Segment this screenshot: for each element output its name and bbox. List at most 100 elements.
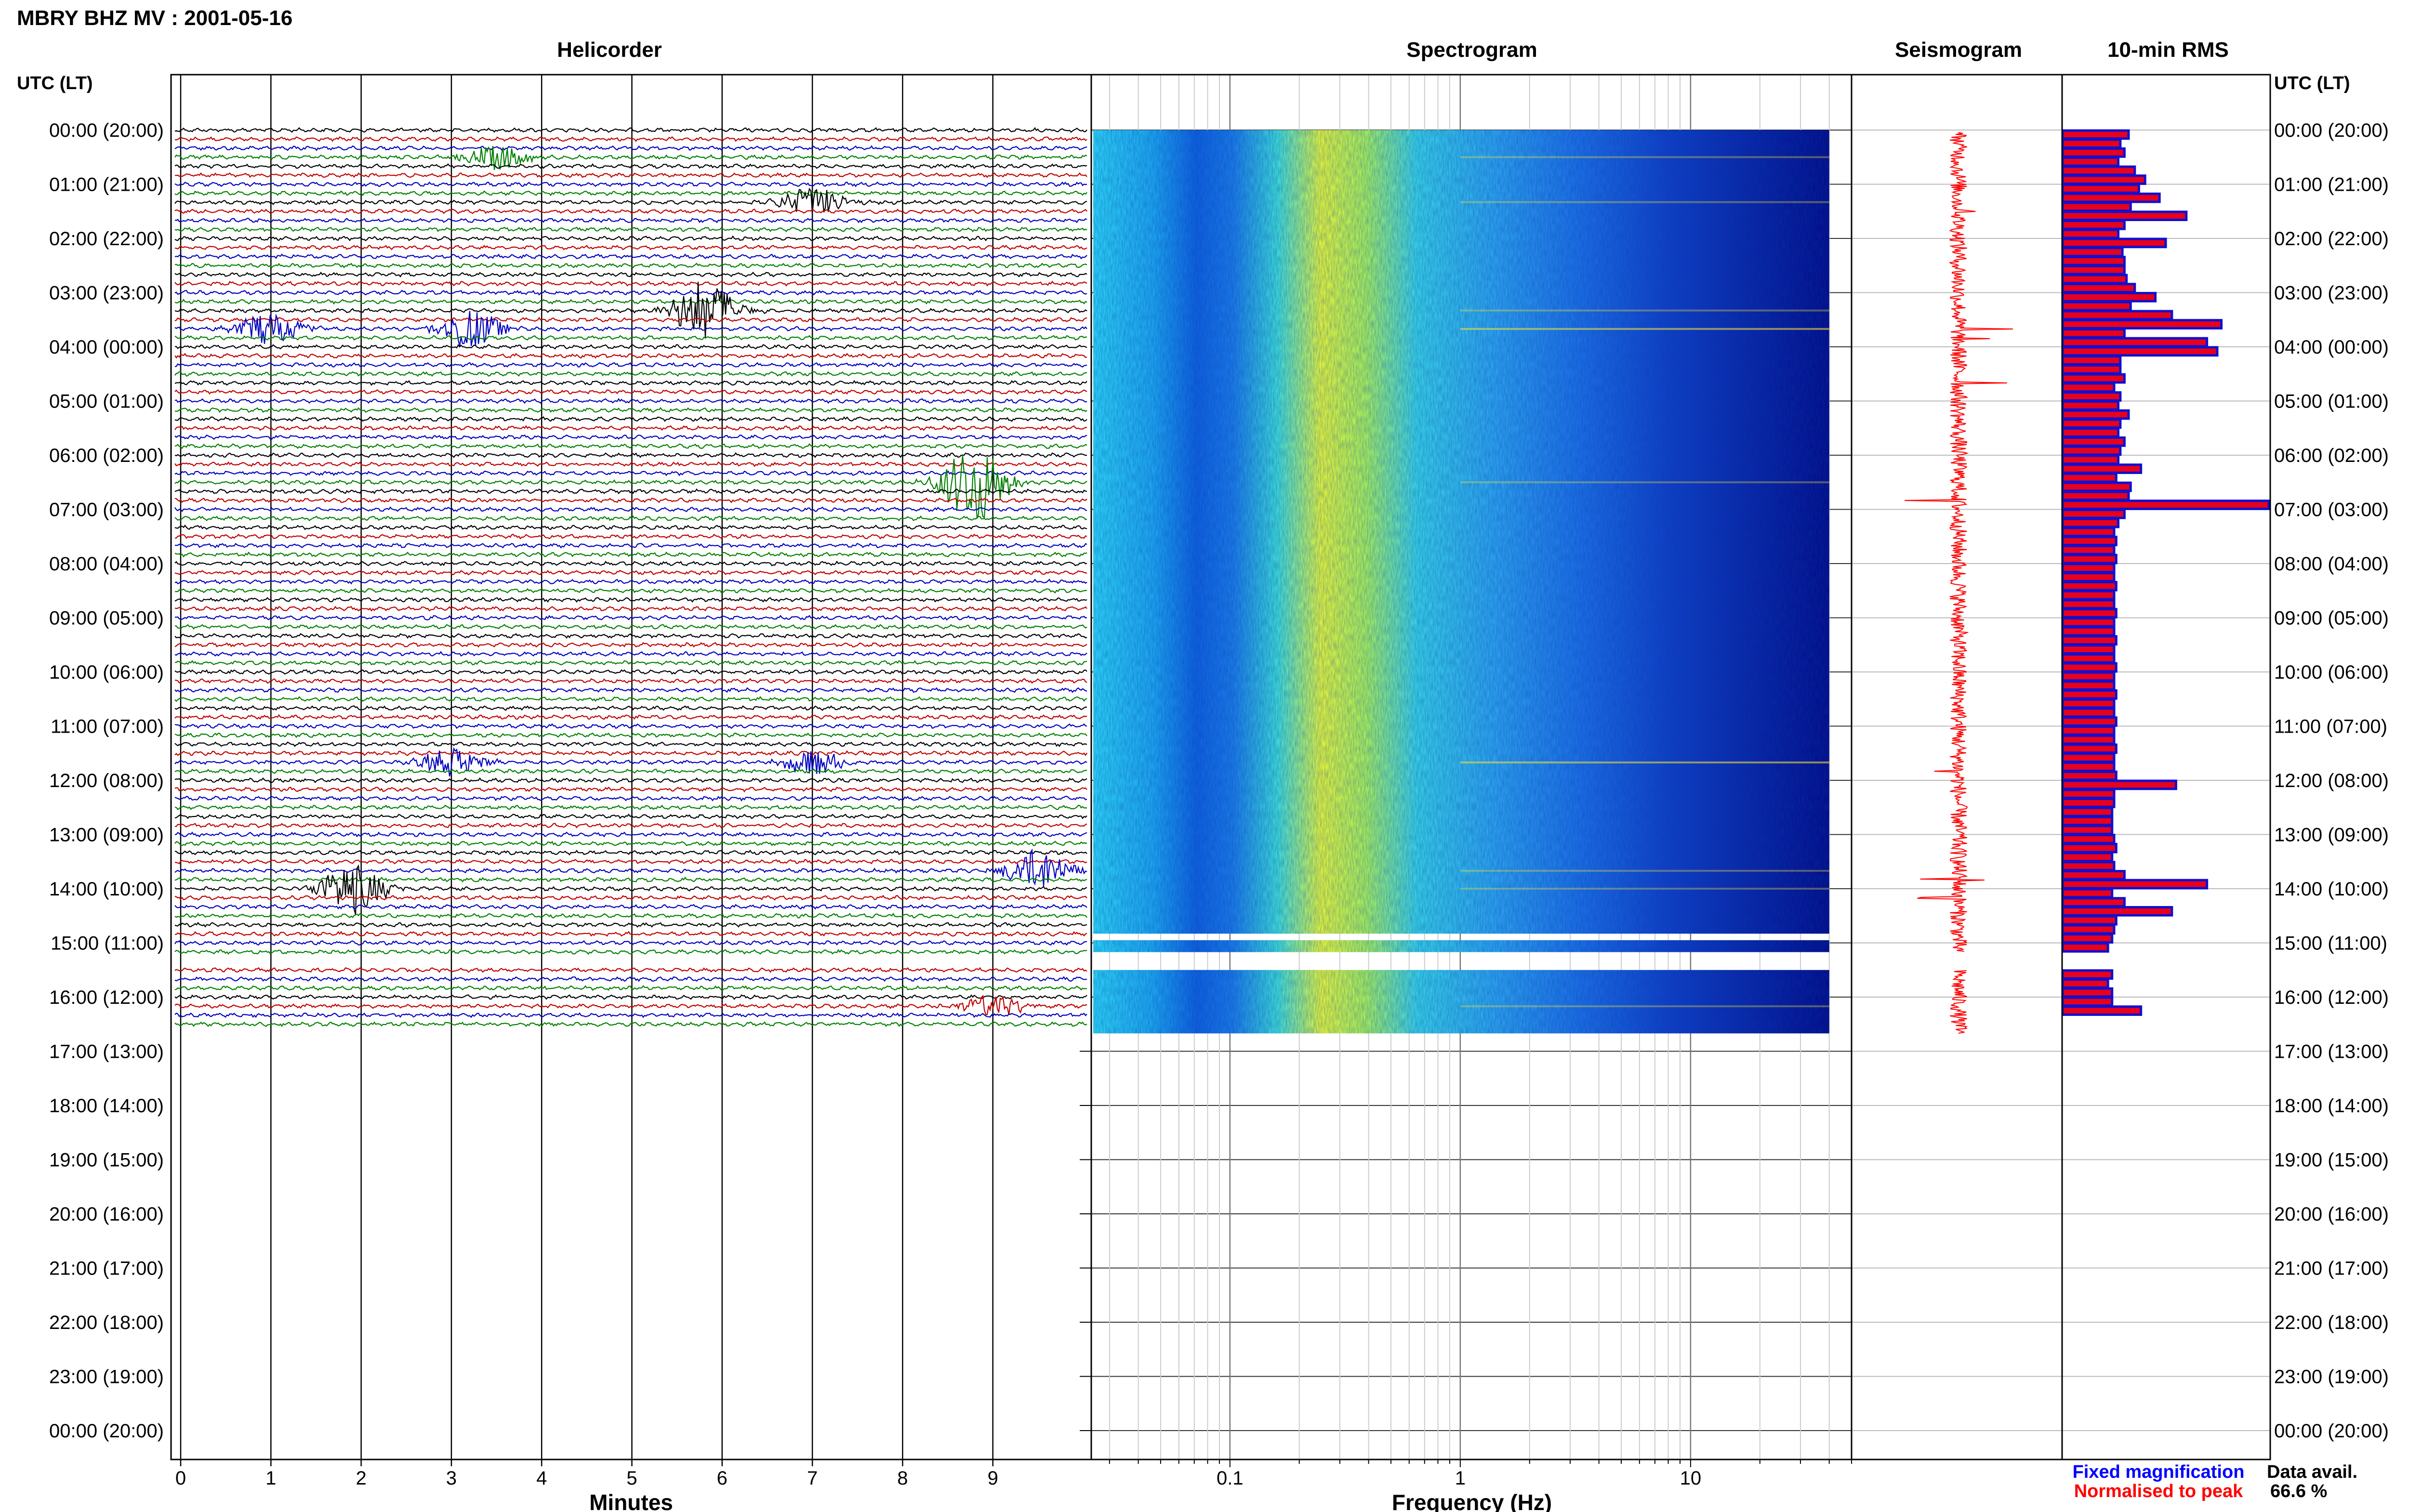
rms-bar bbox=[2061, 355, 2122, 366]
data-avail-label: Data avail. bbox=[2267, 1462, 2357, 1482]
helicorder-x-tick-label: 1 bbox=[265, 1468, 276, 1489]
rms-bar bbox=[2061, 752, 2116, 763]
helicorder-trace-row bbox=[174, 455, 1087, 519]
rms-bar bbox=[2061, 644, 2116, 655]
rms-bar bbox=[2061, 572, 2116, 583]
spectrogram-event-streak bbox=[1460, 761, 1829, 763]
helicorder-trace-row bbox=[174, 912, 1087, 919]
spectrogram-noise bbox=[1093, 970, 1829, 1034]
figure-title: MBRY BHZ MV : 2001-05-16 bbox=[17, 6, 292, 30]
rms-bar bbox=[2061, 201, 2132, 212]
helicorder-trace-row bbox=[174, 217, 1087, 224]
right-axis-header: UTC (LT) bbox=[2274, 73, 2350, 93]
rms-bar bbox=[2061, 138, 2122, 149]
right-time-labels: 00:00 (20:00) 01:00 (21:00) 02:00 (22:00) 0… bbox=[2274, 120, 2389, 1442]
rms-bar bbox=[2061, 517, 2120, 528]
helicorder-trace-row bbox=[174, 209, 1087, 214]
helicorder-trace-row bbox=[174, 335, 1087, 341]
helicorder-trace-row bbox=[174, 380, 1087, 386]
left-time-label: 11:00 (07:00) bbox=[51, 716, 164, 737]
helicorder-trace-row bbox=[174, 976, 1087, 982]
spectrogram-image bbox=[1093, 130, 1829, 1034]
rms-bar bbox=[2061, 608, 2118, 618]
rms-bar bbox=[2061, 743, 2118, 754]
left-time-label: 03:00 (23:00) bbox=[49, 283, 164, 304]
rms-bar bbox=[2061, 553, 2118, 565]
rms-bar bbox=[2061, 463, 2143, 474]
right-time-label: 17:00 (13:00) bbox=[2274, 1041, 2389, 1063]
helicorder-trace-row bbox=[174, 848, 1087, 887]
rms-bar bbox=[2061, 834, 2116, 844]
helicorder-trace-row bbox=[174, 605, 1087, 612]
right-time-label: 23:00 (19:00) bbox=[2274, 1367, 2389, 1388]
helicorder-trace-row bbox=[174, 994, 1087, 1000]
rms-bar bbox=[2061, 671, 2116, 682]
helicorder-trace-row bbox=[174, 245, 1087, 250]
spectrogram-event-streak bbox=[1460, 481, 1829, 484]
helicorder-title: Helicorder bbox=[557, 38, 662, 62]
right-time-label: 20:00 (16:00) bbox=[2274, 1204, 2389, 1225]
rms-bar bbox=[2061, 879, 2209, 890]
rms-bar bbox=[2061, 617, 2116, 628]
helicorder-trace-row bbox=[174, 569, 1087, 576]
helicorder-trace-row bbox=[174, 389, 1087, 395]
rms-bar bbox=[2061, 174, 2146, 185]
helicorder-trace-row bbox=[174, 949, 1087, 955]
right-time-label: 19:00 (15:00) bbox=[2274, 1150, 2389, 1171]
left-time-label: 04:00 (00:00) bbox=[49, 337, 164, 358]
right-time-label: 09:00 (05:00) bbox=[2274, 608, 2389, 629]
helicorder-x-ticks: 0 1 2 3 4 5 6 7 8 9 bbox=[175, 1459, 998, 1489]
right-time-label: 12:00 (08:00) bbox=[2274, 770, 2389, 791]
helicorder-trace-row bbox=[174, 660, 1087, 666]
rms-bar bbox=[2061, 716, 2118, 727]
helicorder-trace-row bbox=[174, 732, 1087, 738]
spectrogram-event-streak bbox=[1460, 1005, 1829, 1008]
right-time-label: 01:00 (21:00) bbox=[2274, 174, 2389, 196]
spectrogram-panel: 0.1 1 10 bbox=[1090, 74, 1853, 1489]
left-time-label: 08:00 (04:00) bbox=[49, 553, 164, 575]
helicorder-x-tick-label: 4 bbox=[536, 1468, 547, 1489]
rms-bar bbox=[2061, 346, 2219, 357]
left-time-label: 21:00 (17:00) bbox=[49, 1258, 164, 1279]
right-time-label: 00:00 (20:00) bbox=[2274, 1420, 2389, 1442]
left-time-label: 01:00 (21:00) bbox=[49, 174, 164, 196]
right-time-label: 00:00 (20:00) bbox=[2274, 120, 2389, 141]
rms-bar bbox=[2061, 237, 2167, 249]
helicorder-trace-row bbox=[174, 488, 1087, 495]
helicorder-trace-row bbox=[174, 723, 1087, 729]
helicorder-trace-row bbox=[174, 741, 1087, 748]
left-time-label: 07:00 (03:00) bbox=[49, 500, 164, 521]
rms-bar bbox=[2061, 274, 2128, 285]
helicorder-trace-row bbox=[174, 777, 1087, 783]
helicorder-trace-row bbox=[174, 678, 1087, 684]
rms-bar bbox=[2061, 906, 2173, 917]
spectrogram-event-streak bbox=[1460, 309, 1829, 312]
helicorder-trace-row bbox=[174, 127, 1087, 133]
rms-bar bbox=[2061, 725, 2116, 736]
rms-bar bbox=[2061, 454, 2120, 465]
helicorder-trace-row bbox=[174, 669, 1087, 675]
helicorder-trace-row bbox=[174, 542, 1087, 549]
rms-bar bbox=[2061, 445, 2122, 456]
helicorder-trace-row bbox=[175, 588, 1087, 594]
helicorder-trace-row bbox=[174, 280, 1087, 287]
rms-bar bbox=[2061, 409, 2130, 420]
rms-bar bbox=[2061, 382, 2116, 393]
helicorder-trace-row bbox=[174, 940, 1087, 946]
helicorder-trace-row bbox=[174, 985, 1087, 991]
rms-frame bbox=[2061, 74, 2271, 1460]
rms-bar bbox=[2061, 147, 2126, 158]
right-time-label: 08:00 (04:00) bbox=[2274, 553, 2389, 575]
helicorder-x-tick-label: 9 bbox=[988, 1468, 998, 1489]
left-time-label: 18:00 (14:00) bbox=[49, 1095, 164, 1117]
helicorder-panel: 0 1 2 3 4 5 6 7 8 9 bbox=[170, 74, 1092, 1489]
helicorder-trace-row bbox=[174, 145, 1087, 170]
helicorder-trace-row bbox=[174, 263, 1087, 269]
spectrogram-noise bbox=[1093, 130, 1829, 934]
right-time-label: 21:00 (17:00) bbox=[2274, 1258, 2389, 1279]
helicorder-trace-row bbox=[174, 894, 1087, 901]
helicorder-trace-row bbox=[174, 145, 1087, 151]
rms-bar bbox=[2061, 707, 2116, 718]
helicorder-trace-row bbox=[174, 316, 1087, 323]
left-time-label: 09:00 (05:00) bbox=[49, 608, 164, 629]
